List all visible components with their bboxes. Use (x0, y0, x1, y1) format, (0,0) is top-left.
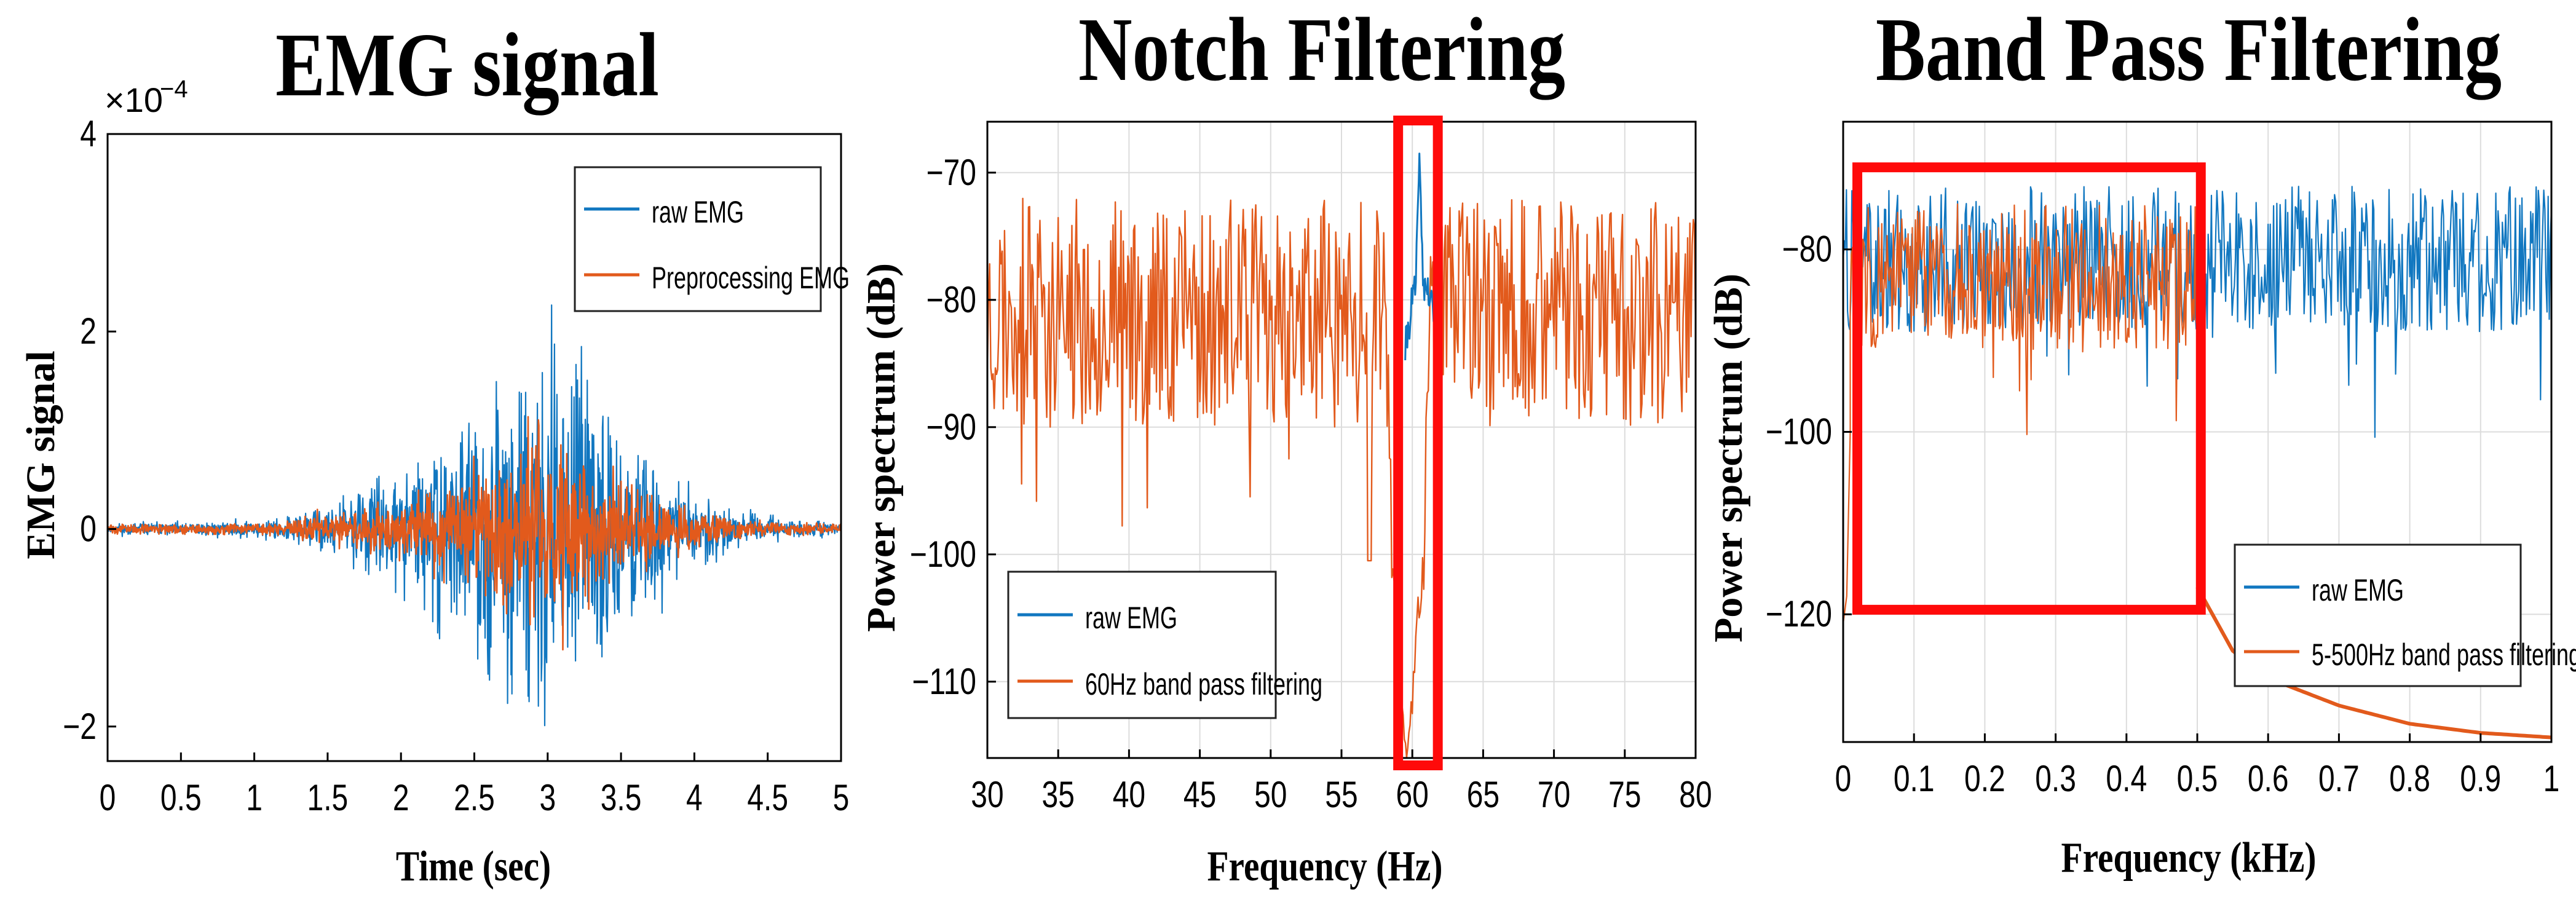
notch-x-axis-label: Frequency (Hz) (1207, 842, 1442, 890)
x-tick-label-10: 5 (833, 777, 850, 818)
y-tick-label-0: −120 (1766, 593, 1832, 634)
x-tick-label-5: 55 (1325, 774, 1357, 815)
notch-legend-box (1007, 570, 1277, 719)
y-tick-label-1: −100 (910, 534, 976, 575)
notch-legend-label-processed: 60Hz band pass filtering (1085, 668, 1322, 701)
bandpass-legend-label-processed: 5-500Hz band pass filtering (2312, 638, 2576, 672)
overlay-layer: 0 0.1 0.2 0.3 0.4 0.5 0.6 0.7 0.8 0.9 1 −120 −100 −80 (1766, 120, 2560, 799)
x-tick-label-2: 0.2 (1964, 758, 2005, 799)
x-tick-label-2: 40 (1113, 774, 1145, 815)
x-tick-label-7: 65 (1467, 774, 1499, 815)
x-tick-label-6: 0.6 (2248, 758, 2289, 799)
series-layer (987, 152, 1696, 758)
notch-highlight-box (1393, 116, 1443, 770)
x-tick-label-10: 80 (1679, 774, 1712, 815)
notch-plot-area: 30 35 40 45 50 55 60 65 70 75 80 −110 −100 −90 −80 −70 (910, 116, 1712, 815)
series-layer (108, 304, 841, 727)
y-tick-label-1: 0 (80, 508, 97, 549)
x-tick-label-5: 2.5 (454, 777, 495, 818)
x-tick-label-9: 0.9 (2460, 758, 2501, 799)
y-tick-label-3: 4 (80, 113, 97, 154)
notch-legend-label-raw: raw EMG (1085, 601, 1177, 635)
emg-legend-label-processed: Preprocessing EMG (652, 261, 850, 295)
x-tick-label-6: 60 (1396, 774, 1429, 815)
emg-exponent-base: ×10 (105, 81, 163, 119)
x-tick-label-5: 0.5 (2177, 758, 2218, 799)
notch-y-axis-label: Power spectrum (dB) (859, 263, 904, 632)
x-tick-label-6: 3 (539, 777, 556, 818)
x-tick-label-9: 75 (1608, 774, 1641, 815)
bandpass-series-processed (1843, 203, 2199, 624)
x-tick-label-4: 0.4 (2106, 758, 2147, 799)
notch-series-raw (1404, 152, 1435, 361)
bandpass-legend: raw EMG 5-500Hz band pass filtering (2234, 543, 2576, 687)
bandpass-legend-label-raw: raw EMG (2312, 574, 2404, 607)
y-tick-label-2: 2 (80, 310, 97, 352)
x-tick-label-7: 0.7 (2318, 758, 2360, 799)
x-tick-label-1: 35 (1042, 774, 1075, 815)
emg-legend: raw EMG Preprocessing EMG (574, 166, 850, 312)
y-tick-label-4: −70 (926, 152, 976, 193)
notch-filtering-panel: Notch Filtering Power spectrum (dB) Freq… (859, 0, 1712, 890)
emg-x-axis-label: Time (sec) (396, 842, 551, 890)
notch-legend: raw EMG 60Hz band pass filtering (1007, 570, 1322, 719)
emg-exponent-label: ×10 −4 (105, 76, 188, 119)
bandpass-filtering-panel: Band Pass Filtering Power spectrum (dB) … (1706, 0, 2576, 881)
emg-series-processed (108, 416, 841, 651)
notch-series-processed (987, 197, 1696, 758)
emg-chart-title: EMG signal (275, 15, 659, 116)
bandpass-y-axis-label: Power spectrum (dB) (1706, 274, 1751, 642)
y-tick-label-3: −80 (926, 279, 976, 320)
x-tick-label-0: 0 (100, 777, 116, 818)
overlay-layer: 30 35 40 45 50 55 60 65 70 75 80 −110 −100 −90 −80 −70 (910, 116, 1712, 815)
bandpass-legend-box (2234, 543, 2522, 687)
x-tick-label-1: 0.1 (1894, 758, 1935, 799)
emg-legend-box (574, 166, 822, 312)
emg-y-axis-label: EMG signal (18, 350, 63, 559)
x-tick-label-4: 50 (1254, 774, 1287, 815)
x-tick-label-4: 2 (393, 777, 409, 818)
x-tick-label-8: 0.8 (2389, 758, 2430, 799)
notch-chart-title: Notch Filtering (1078, 0, 1565, 100)
x-tick-label-8: 4 (686, 777, 703, 818)
x-tick-label-8: 70 (1538, 774, 1570, 815)
x-tick-label-3: 1.5 (307, 777, 349, 818)
y-tick-label-2: −90 (926, 406, 976, 448)
x-tick-label-3: 45 (1183, 774, 1216, 815)
x-tick-label-0: 30 (971, 774, 1003, 815)
y-tick-label-2: −80 (1782, 229, 1832, 270)
y-tick-label-1: −100 (1766, 411, 1832, 452)
bandpass-chart-title: Band Pass Filtering (1876, 0, 2502, 100)
x-tick-label-1: 0.5 (160, 777, 202, 818)
x-tick-label-0: 0 (1835, 758, 1852, 799)
emg-legend-label-raw: raw EMG (652, 195, 744, 229)
x-tick-label-10: 1 (2543, 758, 2560, 799)
bandpass-x-axis-label: Frequency (kHz) (2061, 834, 2317, 882)
bandpass-highlight-box (1852, 162, 2206, 615)
x-tick-label-7: 3.5 (601, 777, 642, 818)
x-tick-label-2: 1 (246, 777, 263, 818)
emg-signal-panel: EMG signal EMG signal Time (sec) ×10 −4 … (18, 15, 850, 890)
y-tick-label-0: −110 (912, 661, 976, 702)
x-tick-label-3: 0.3 (2035, 758, 2076, 799)
x-tick-label-9: 4.5 (747, 777, 788, 818)
y-tick-label-0: −2 (63, 706, 97, 747)
emg-exponent-power: −4 (160, 76, 188, 103)
